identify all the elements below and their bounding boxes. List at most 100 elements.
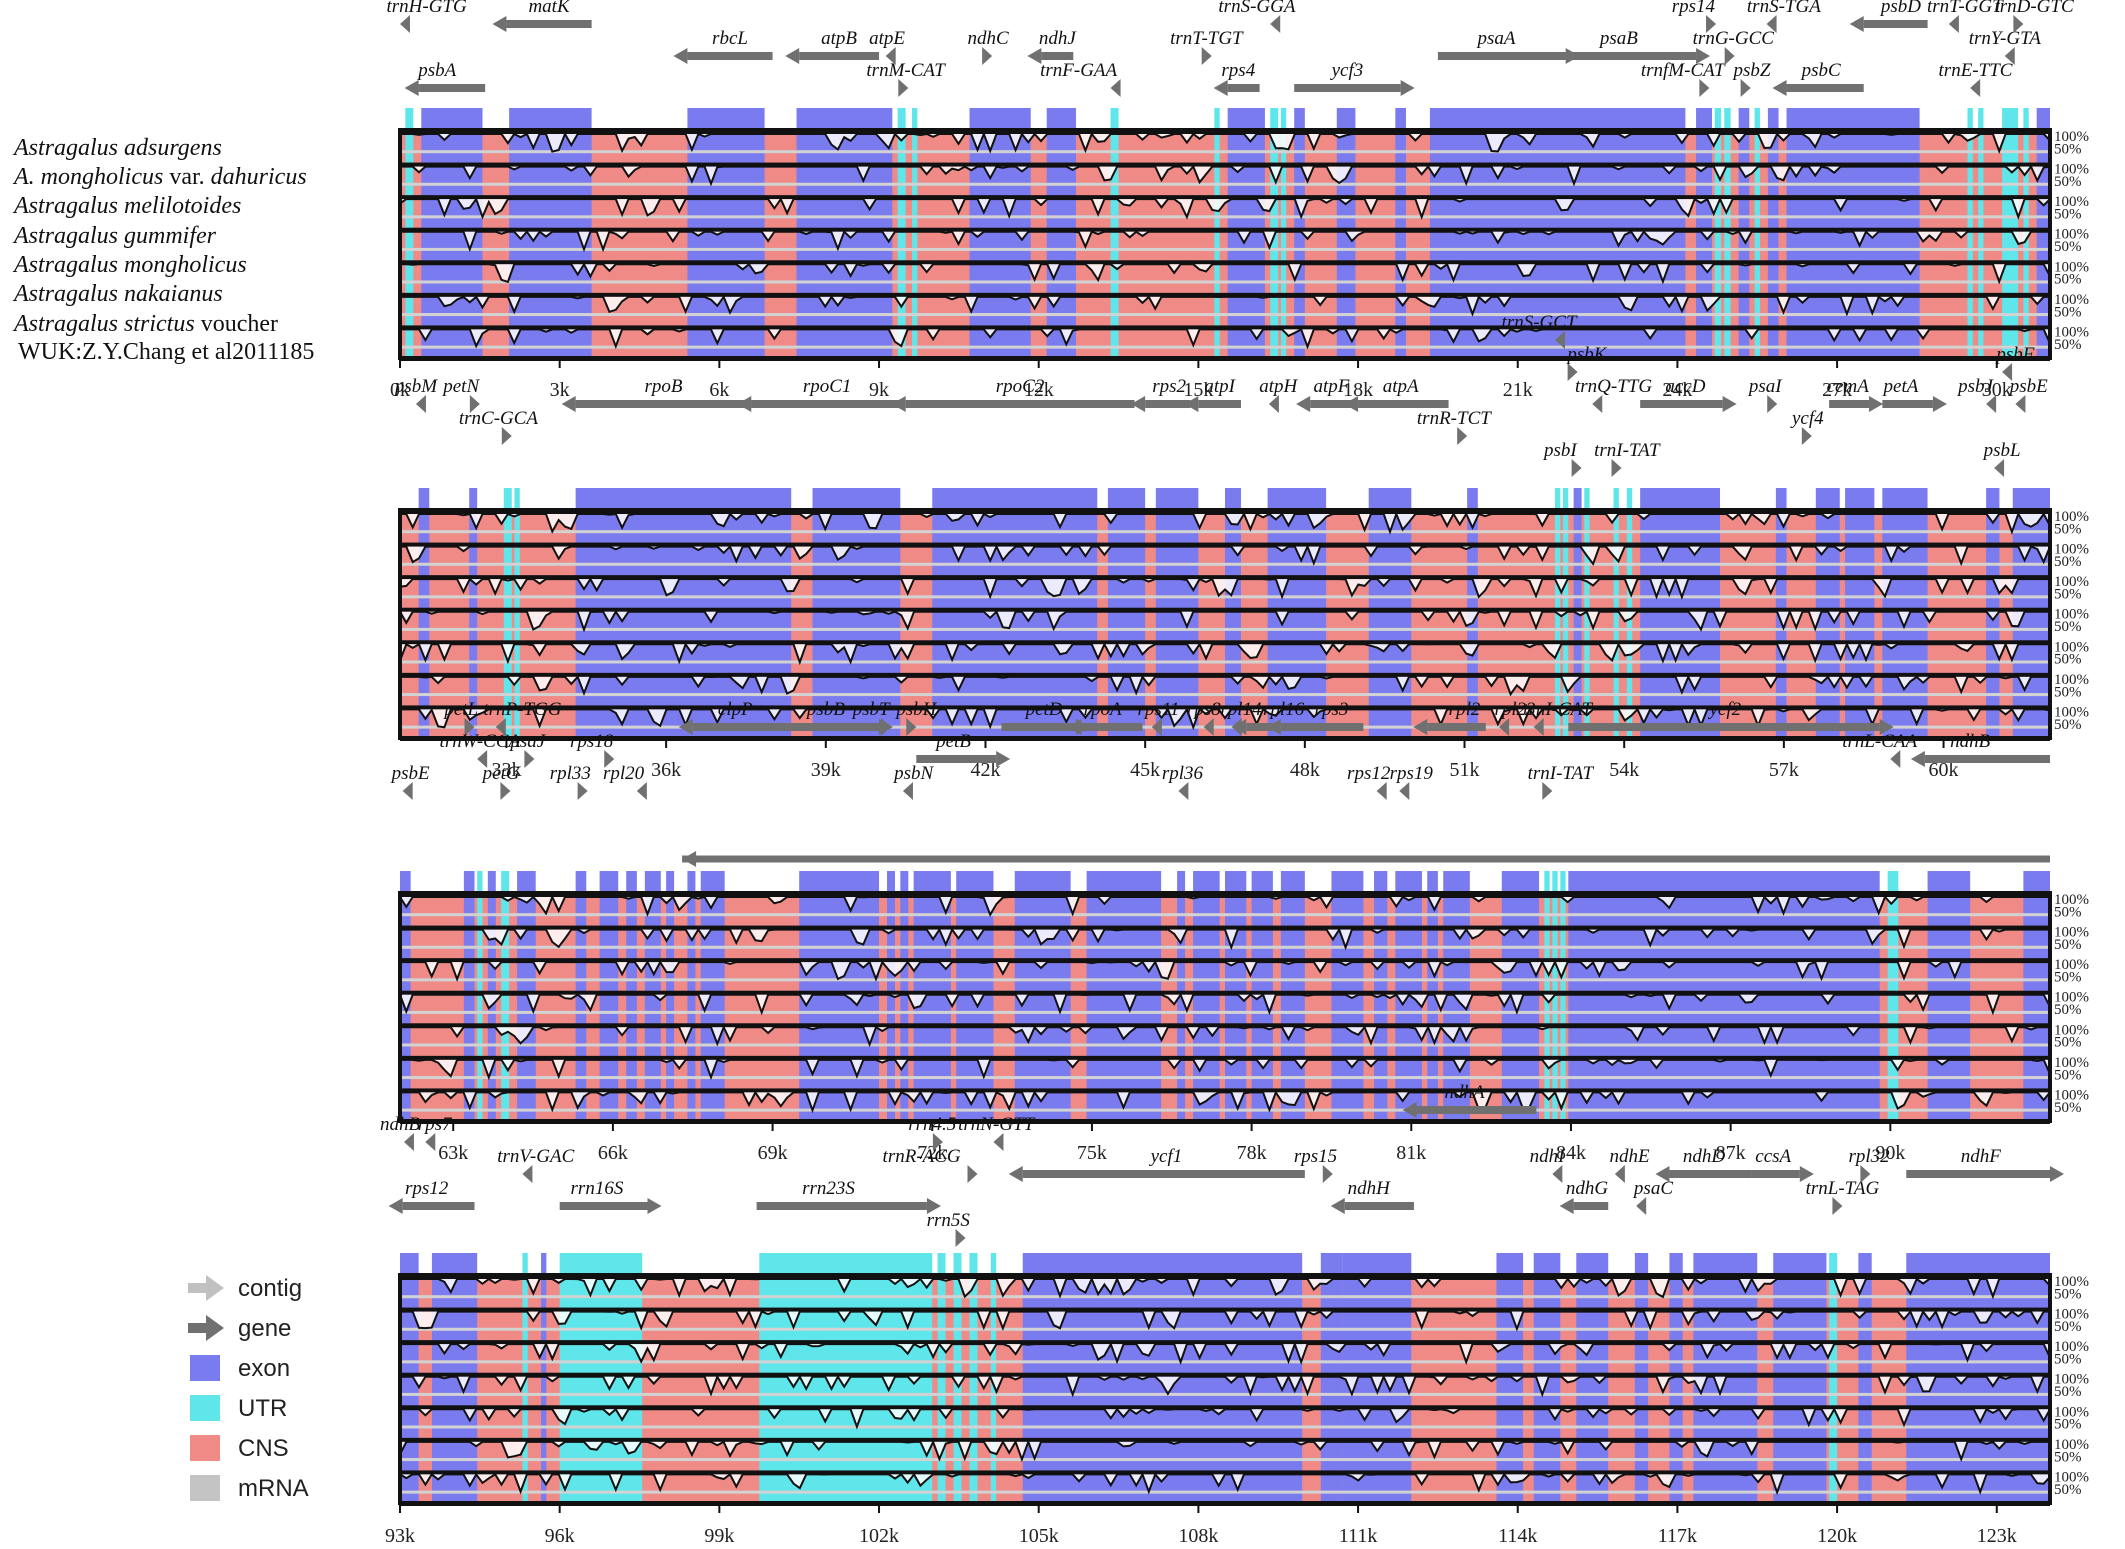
gene-arrow-head xyxy=(1542,782,1553,800)
gene-label: psbL xyxy=(1982,440,2021,461)
utr-annotation xyxy=(1754,108,1760,128)
exon-annotation xyxy=(431,1253,478,1273)
track-separator xyxy=(400,640,2050,645)
exon-region xyxy=(1193,893,1220,1121)
percent-label: 100% xyxy=(2054,292,2089,308)
percent-label: 50% xyxy=(2054,1319,2082,1335)
exon-region xyxy=(1177,893,1186,1121)
gene-label: atpB xyxy=(821,28,857,49)
track-separator xyxy=(400,1088,2050,1093)
track-midline xyxy=(400,150,2050,154)
exon-region xyxy=(1294,130,1305,358)
exon-region xyxy=(1251,893,1273,1121)
gene-arrow-head xyxy=(1151,718,1162,736)
gene-arrow-head xyxy=(1402,1102,1417,1118)
tick-label: 57k xyxy=(1769,759,1799,781)
conservation-curve xyxy=(399,543,2051,567)
tick-label: 105k xyxy=(1019,1525,1059,1547)
exon-region xyxy=(469,510,478,738)
gene-arrow-head xyxy=(492,16,507,32)
utr-region xyxy=(1270,130,1279,358)
gene-label: trnN-GTT xyxy=(958,1114,1035,1135)
conservation-curve xyxy=(399,1439,2051,1463)
track-midline xyxy=(400,345,2050,349)
gene-arrow-head xyxy=(399,15,410,33)
exon-annotation xyxy=(644,871,661,891)
gene-arrow-head xyxy=(1322,1165,1333,1183)
gene-label: petL xyxy=(442,699,478,720)
gene-arrow-head xyxy=(1027,48,1042,64)
utr-annotation xyxy=(937,1253,946,1273)
gene-label: trnE-TTC xyxy=(1939,60,2013,81)
track-midline xyxy=(400,1327,2050,1331)
exon-annotation xyxy=(575,488,792,508)
tick-label: 72k xyxy=(917,1142,947,1164)
percent-label: 100% xyxy=(2054,607,2089,623)
gene-label: clpP xyxy=(718,699,753,720)
utr-region xyxy=(1544,893,1550,1121)
gene-arrow-head xyxy=(1655,1166,1670,1182)
exon-region xyxy=(687,893,696,1121)
exon-annotation xyxy=(1640,488,1720,508)
track-midline xyxy=(400,1076,2050,1080)
conservation-curve xyxy=(399,1024,2051,1048)
conservation-curve xyxy=(399,1058,2051,1081)
exon-region xyxy=(1845,510,1875,738)
track-midline xyxy=(400,913,2050,917)
exon-annotation xyxy=(1193,871,1220,891)
gene-arrow-head xyxy=(1879,719,1894,735)
gene-arrow-head xyxy=(1571,459,1582,477)
tick-label: 78k xyxy=(1237,1142,1267,1164)
utr-region xyxy=(1714,130,1722,358)
track-midline xyxy=(400,530,2050,534)
percent-label: 100% xyxy=(2054,957,2089,973)
gene-arrow-head xyxy=(1399,782,1410,800)
legend-swatch xyxy=(190,1475,220,1501)
gene-arrow-head xyxy=(2050,1166,2064,1182)
tick-label: 3k xyxy=(550,379,570,401)
gene-label: rps15 xyxy=(1294,1146,1337,1167)
tick-label: 90k xyxy=(1875,1142,1905,1164)
gene-arrow-head xyxy=(1413,719,1428,735)
percent-label: 50% xyxy=(2054,904,2082,920)
panel-frame xyxy=(398,1273,2052,1505)
track-separator xyxy=(400,925,2050,930)
gene-label: trnV-GAC xyxy=(497,1146,574,1167)
gene-arrow-head xyxy=(1201,47,1212,65)
gene-arrow-head xyxy=(464,718,475,736)
exon-annotation xyxy=(799,871,880,891)
exon-region xyxy=(1374,893,1388,1121)
legend: contig gene exon UTR CNS mRNA xyxy=(188,1275,309,1502)
utr-annotation xyxy=(912,108,918,128)
gene-arrow-head xyxy=(2002,363,2013,381)
utr-annotation xyxy=(953,1253,962,1273)
contig-arrow-head xyxy=(682,851,697,867)
percent-label: 100% xyxy=(2054,129,2089,145)
utr-region xyxy=(1978,130,1984,358)
utr-region xyxy=(1214,130,1220,358)
percent-label: 100% xyxy=(2054,1469,2089,1485)
tick-label: 111k xyxy=(1339,1525,1378,1547)
gene-arrow-head xyxy=(1457,427,1468,445)
exon-region xyxy=(1986,510,2000,738)
gene-label: ndhH xyxy=(1348,1178,1392,1199)
exon-annotation xyxy=(812,488,901,508)
utr-region xyxy=(1829,1275,1838,1503)
tick-label: 9k xyxy=(869,379,889,401)
exon-region xyxy=(1573,510,1582,738)
gene-label: petB xyxy=(934,731,971,752)
track-separator xyxy=(400,1470,2050,1475)
gene-label: trnL-CAA xyxy=(1842,731,1917,752)
track-midline xyxy=(400,978,2050,982)
exon-annotation xyxy=(956,871,994,891)
exon-annotation xyxy=(1395,871,1422,891)
track-separator xyxy=(400,1307,2050,1312)
exon-region xyxy=(1107,510,1146,738)
tick-label: 42k xyxy=(970,759,1000,781)
percent-label: 50% xyxy=(2054,337,2082,353)
gene-label: psbD xyxy=(1879,0,1921,17)
conservation-curve xyxy=(399,894,2050,917)
percent-label: 50% xyxy=(2054,587,2082,603)
utr-region xyxy=(501,893,510,1121)
